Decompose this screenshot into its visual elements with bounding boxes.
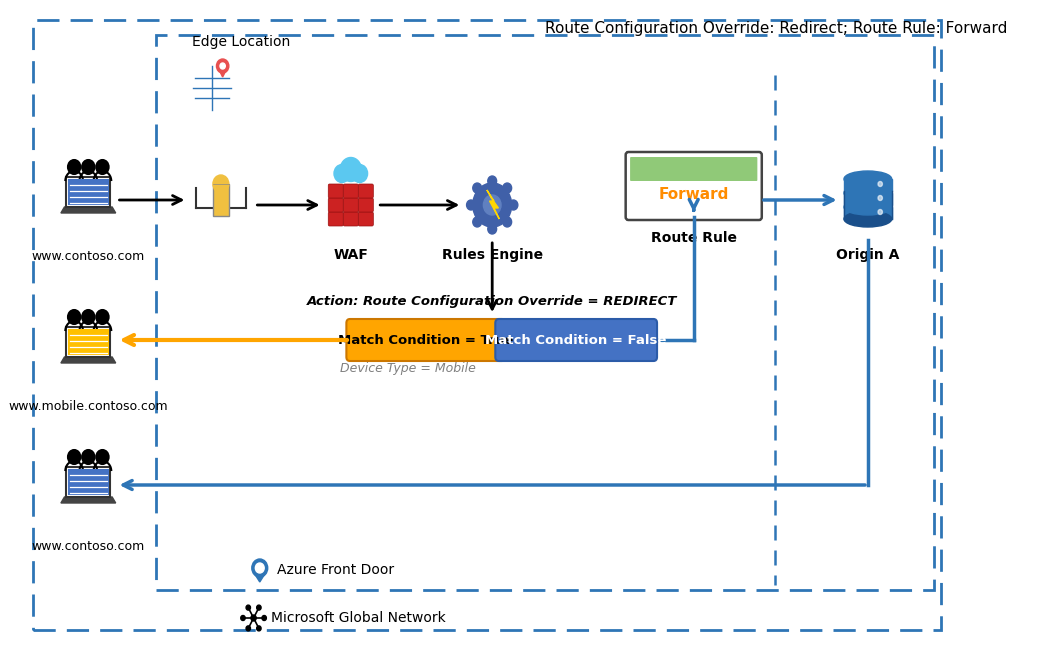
FancyBboxPatch shape xyxy=(68,179,109,205)
Polygon shape xyxy=(61,207,115,213)
Ellipse shape xyxy=(844,211,892,227)
FancyBboxPatch shape xyxy=(495,319,657,361)
Circle shape xyxy=(262,616,267,621)
FancyBboxPatch shape xyxy=(68,469,109,495)
Circle shape xyxy=(216,164,248,200)
Circle shape xyxy=(351,165,367,183)
FancyBboxPatch shape xyxy=(359,198,373,212)
Bar xyxy=(844,179,892,191)
Circle shape xyxy=(96,450,109,464)
Bar xyxy=(844,207,892,219)
Circle shape xyxy=(878,209,882,214)
Circle shape xyxy=(206,164,235,196)
Circle shape xyxy=(503,183,512,193)
Circle shape xyxy=(198,169,243,221)
Circle shape xyxy=(196,164,227,200)
Text: Route Rule: Route Rule xyxy=(651,231,736,245)
Text: Device Type = Mobile: Device Type = Mobile xyxy=(341,362,476,375)
FancyBboxPatch shape xyxy=(67,327,110,357)
Bar xyxy=(157,35,934,590)
FancyBboxPatch shape xyxy=(359,212,373,226)
FancyBboxPatch shape xyxy=(631,157,758,181)
FancyBboxPatch shape xyxy=(68,329,109,355)
Circle shape xyxy=(83,450,94,464)
Circle shape xyxy=(217,59,229,73)
Text: WAF: WAF xyxy=(333,248,368,262)
Circle shape xyxy=(503,217,512,227)
Polygon shape xyxy=(61,497,115,503)
FancyBboxPatch shape xyxy=(343,198,359,212)
Circle shape xyxy=(257,605,261,610)
Polygon shape xyxy=(61,357,115,363)
FancyBboxPatch shape xyxy=(328,184,343,198)
Circle shape xyxy=(68,160,80,174)
Circle shape xyxy=(255,563,264,573)
Text: www.contoso.com: www.contoso.com xyxy=(32,540,145,553)
Circle shape xyxy=(241,616,245,621)
Circle shape xyxy=(96,160,109,174)
Text: Match Condition = True: Match Condition = True xyxy=(339,333,513,346)
Circle shape xyxy=(488,224,496,234)
Text: Route Configuration Override: Redirect; Route Rule: Forward: Route Configuration Override: Redirect; … xyxy=(545,21,1007,36)
FancyBboxPatch shape xyxy=(67,467,110,497)
Circle shape xyxy=(68,310,80,324)
Text: Azure Front Door: Azure Front Door xyxy=(277,563,395,577)
Circle shape xyxy=(220,63,225,69)
Circle shape xyxy=(251,615,256,621)
FancyBboxPatch shape xyxy=(343,184,359,198)
FancyBboxPatch shape xyxy=(625,152,762,220)
Circle shape xyxy=(193,66,232,110)
Text: Match Condition = False: Match Condition = False xyxy=(486,333,667,346)
FancyBboxPatch shape xyxy=(213,184,229,216)
Circle shape xyxy=(473,217,481,227)
FancyBboxPatch shape xyxy=(343,212,359,226)
Circle shape xyxy=(224,184,256,220)
Text: www.contoso.com: www.contoso.com xyxy=(32,250,145,263)
Bar xyxy=(196,188,245,208)
Circle shape xyxy=(252,559,268,577)
Text: Forward: Forward xyxy=(658,187,729,202)
Circle shape xyxy=(509,200,517,210)
Polygon shape xyxy=(219,70,226,77)
Circle shape xyxy=(257,626,261,631)
FancyBboxPatch shape xyxy=(359,184,373,198)
FancyBboxPatch shape xyxy=(346,319,506,361)
FancyBboxPatch shape xyxy=(67,177,110,207)
Polygon shape xyxy=(255,575,264,582)
Circle shape xyxy=(878,182,882,187)
Circle shape xyxy=(334,165,350,183)
Text: Origin A: Origin A xyxy=(836,248,899,262)
Circle shape xyxy=(473,183,481,193)
Circle shape xyxy=(473,183,512,227)
FancyBboxPatch shape xyxy=(328,198,343,212)
Circle shape xyxy=(247,605,251,610)
Circle shape xyxy=(341,158,362,182)
Circle shape xyxy=(878,196,882,200)
Ellipse shape xyxy=(844,185,892,201)
FancyBboxPatch shape xyxy=(328,212,343,226)
Bar xyxy=(844,193,892,205)
Text: www.mobile.contoso.com: www.mobile.contoso.com xyxy=(8,400,168,413)
Ellipse shape xyxy=(844,199,892,215)
Circle shape xyxy=(467,200,475,210)
Circle shape xyxy=(484,195,501,215)
Text: Edge Location: Edge Location xyxy=(191,35,290,49)
Circle shape xyxy=(83,310,94,324)
Circle shape xyxy=(247,626,251,631)
Polygon shape xyxy=(487,190,499,219)
Circle shape xyxy=(185,184,217,220)
Text: Action: Route Configuration Override = REDIRECT: Action: Route Configuration Override = R… xyxy=(307,295,677,308)
Circle shape xyxy=(68,450,80,464)
Circle shape xyxy=(213,175,229,193)
Circle shape xyxy=(83,160,94,174)
Text: Rules Engine: Rules Engine xyxy=(441,248,543,262)
Text: Microsoft Global Network: Microsoft Global Network xyxy=(271,611,446,625)
Circle shape xyxy=(488,176,496,186)
Ellipse shape xyxy=(844,171,892,187)
Circle shape xyxy=(96,310,109,324)
